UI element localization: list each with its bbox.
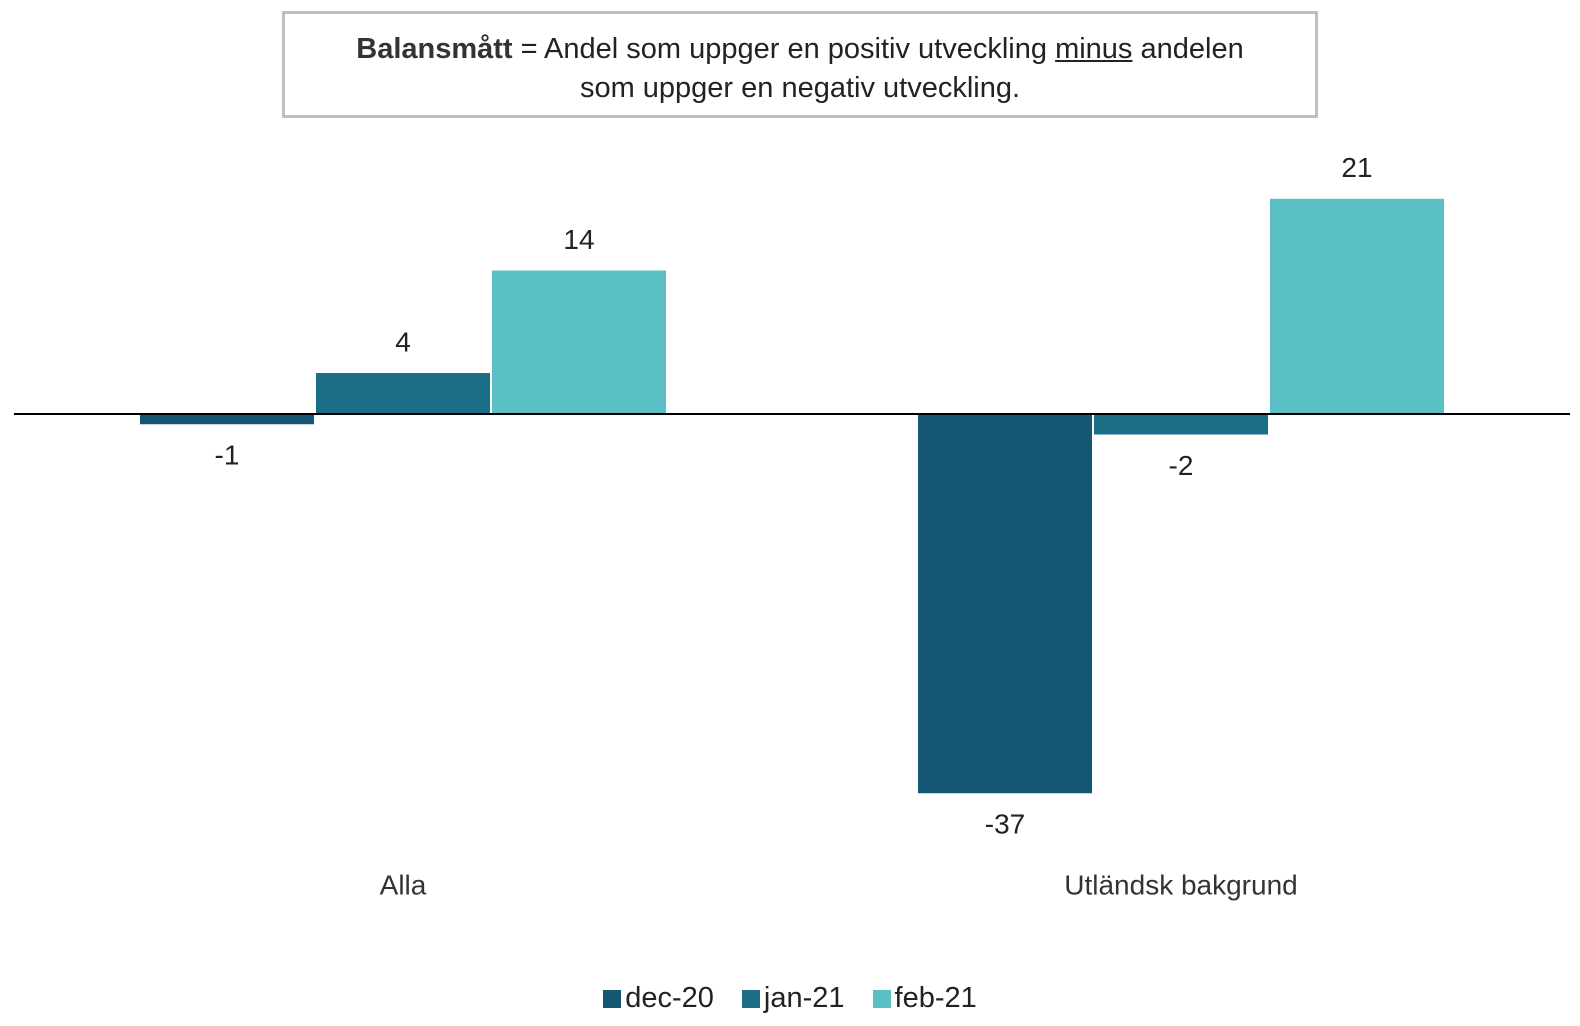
legend-item: dec-20 bbox=[603, 982, 714, 1015]
legend: dec-20 jan-21 feb-21 bbox=[0, 982, 1580, 1015]
value-label: 14 bbox=[563, 224, 594, 255]
value-label: 4 bbox=[395, 326, 411, 357]
bar bbox=[316, 373, 490, 414]
value-label: -1 bbox=[215, 440, 240, 471]
chart: -1 4 14 Alla -37 -2 21 Utländsk bakgrund bbox=[14, 152, 1570, 900]
annotation-bold: Balansmått bbox=[356, 33, 513, 65]
annotation-underlined: minus bbox=[1055, 33, 1133, 65]
category-label: Alla bbox=[380, 869, 427, 900]
annotation-text2: andelen bbox=[1140, 33, 1244, 65]
annotation-text1: = Andel som uppger en positiv utveckling bbox=[520, 33, 1048, 65]
legend-swatch bbox=[741, 989, 760, 1008]
value-label: -2 bbox=[1169, 450, 1194, 481]
legend-label: jan-21 bbox=[763, 982, 845, 1014]
bar bbox=[1094, 414, 1268, 435]
legend-label: dec-20 bbox=[625, 982, 714, 1014]
legend-item: jan-21 bbox=[741, 982, 845, 1015]
annotation-text3: som uppger en negativ utveckling. bbox=[579, 72, 1021, 104]
value-label: 21 bbox=[1341, 152, 1372, 183]
legend-swatch bbox=[872, 989, 891, 1008]
bar bbox=[1270, 198, 1444, 414]
legend-swatch bbox=[603, 989, 622, 1008]
value-label: -37 bbox=[985, 809, 1025, 840]
bar bbox=[140, 414, 314, 425]
bar bbox=[918, 414, 1092, 794]
legend-label: feb-21 bbox=[894, 982, 977, 1014]
legend-item: feb-21 bbox=[872, 982, 977, 1015]
category-label: Utländsk bakgrund bbox=[1064, 869, 1297, 900]
annotation-text: Balansmått = Andel som uppger en positiv… bbox=[285, 30, 1315, 108]
bar bbox=[492, 270, 666, 414]
annotation-box: Balansmått = Andel som uppger en positiv… bbox=[282, 11, 1318, 118]
